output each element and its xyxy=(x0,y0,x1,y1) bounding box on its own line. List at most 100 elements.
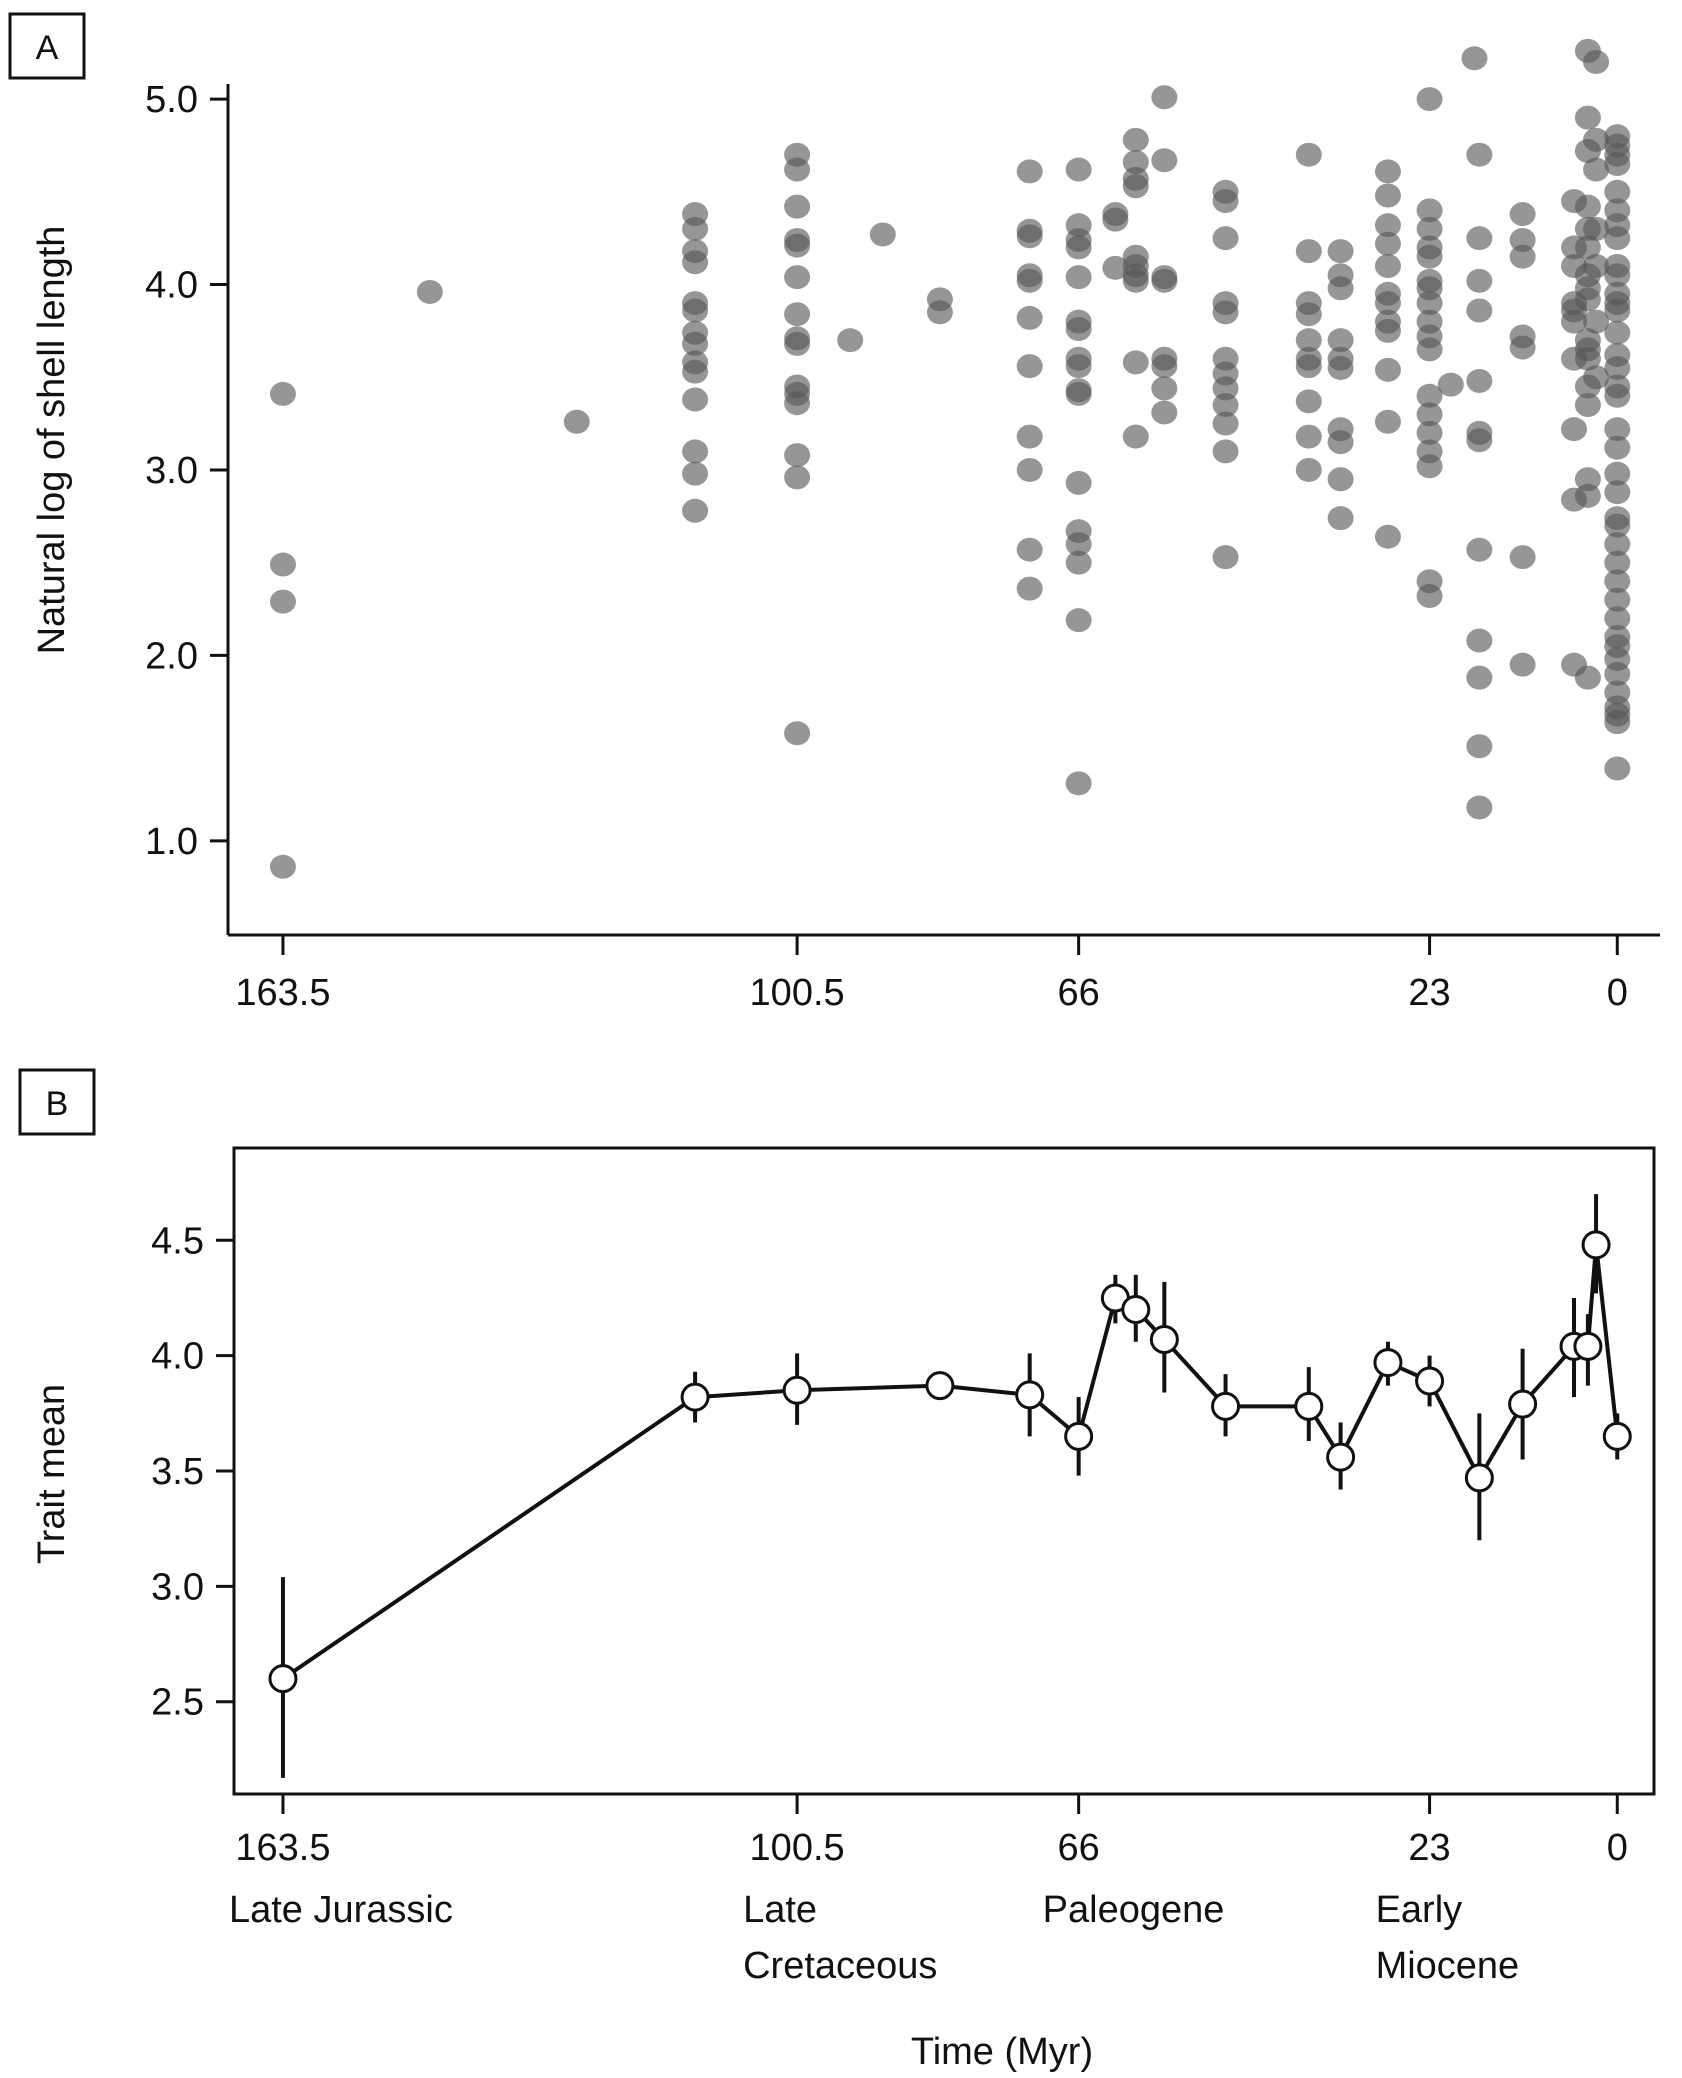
scatter-point xyxy=(1212,376,1239,401)
scatter-point xyxy=(1416,383,1443,408)
scatter-point xyxy=(1561,417,1588,442)
scatter-point xyxy=(784,443,811,468)
scatter-point xyxy=(1604,710,1631,735)
scatter-point xyxy=(784,157,811,182)
scatter-point xyxy=(1604,550,1631,575)
scatter-point xyxy=(1466,537,1493,562)
scatter-point xyxy=(1122,174,1149,199)
panel-b-line-layer xyxy=(281,1242,1620,1681)
x-tick-label: 66 xyxy=(1058,1827,1100,1869)
scatter-point xyxy=(682,216,709,241)
scatter-point xyxy=(1212,545,1239,570)
scatter-point xyxy=(682,298,709,323)
y-tick-label: 4.0 xyxy=(145,265,198,307)
scatter-point xyxy=(1065,532,1092,557)
scatter-point xyxy=(1604,480,1631,505)
panel-b-label: B xyxy=(46,1085,69,1123)
scatter-point xyxy=(1604,355,1631,380)
scatter-point xyxy=(1574,393,1601,418)
scatter-point xyxy=(1604,417,1631,442)
y-tick-label: 3.0 xyxy=(151,1566,204,1608)
scatter-point xyxy=(1016,268,1043,293)
scatter-point xyxy=(784,302,811,327)
x-tick-label: 163.5 xyxy=(235,1827,330,1869)
scatter-point xyxy=(1466,665,1493,690)
scatter-point xyxy=(1604,320,1631,345)
period-label: Early xyxy=(1376,1889,1463,1931)
period-label: Paleogene xyxy=(1043,1889,1225,1931)
panel-b-y-ticks: 2.5 3.0 3.5 4.0 4.5 xyxy=(151,1220,234,1724)
scatter-point xyxy=(1327,328,1354,353)
scatter-point xyxy=(1151,85,1178,110)
scatter-point xyxy=(784,721,811,746)
scatter-point xyxy=(1509,335,1536,360)
scatter-point xyxy=(1122,127,1149,152)
y-tick-label: 1.0 xyxy=(145,821,198,863)
scatter-point xyxy=(563,409,590,434)
x-tick-label: 100.5 xyxy=(750,972,845,1014)
period-label: Late xyxy=(743,1889,817,1931)
scatter-point xyxy=(1509,244,1536,269)
scatter-point xyxy=(1466,268,1493,293)
scatter-point xyxy=(784,331,811,356)
scatter-point xyxy=(1416,244,1443,269)
scatter-point xyxy=(1466,142,1493,167)
scatter-point xyxy=(1466,368,1493,393)
scatter-point xyxy=(1151,354,1178,379)
scatter-point xyxy=(1295,457,1322,482)
scatter-point xyxy=(1151,148,1178,173)
data-point-marker xyxy=(1508,1389,1538,1419)
scatter-point xyxy=(1374,159,1401,184)
scatter-point xyxy=(1374,409,1401,434)
scatter-point xyxy=(1016,576,1043,601)
scatter-point xyxy=(1065,157,1092,182)
scatter-point xyxy=(1295,424,1322,449)
scatter-point xyxy=(784,465,811,490)
scatter-point xyxy=(1574,346,1601,371)
scatter-point xyxy=(682,498,709,523)
scatter-point xyxy=(1212,411,1239,436)
scatter-point xyxy=(1604,461,1631,486)
scatter-point xyxy=(269,589,296,614)
data-point-marker xyxy=(1149,1324,1179,1354)
scatter-point xyxy=(1374,183,1401,208)
scatter-point xyxy=(1065,235,1092,260)
panel-a-y-axis-title: Natural log of shell length xyxy=(31,226,73,655)
series-line xyxy=(281,1242,1620,1681)
panel-b-period-labels: Late Jurassic Late Cretaceous Paleogene Earl… xyxy=(229,1889,1519,1987)
x-tick-label: 66 xyxy=(1058,972,1100,1014)
scatter-point xyxy=(1122,268,1149,293)
scatter-point xyxy=(784,194,811,219)
scatter-point xyxy=(1065,354,1092,379)
y-tick-label: 3.0 xyxy=(145,450,198,492)
scatter-point xyxy=(1574,194,1601,219)
scatter-point xyxy=(1583,216,1610,241)
scatter-point xyxy=(1151,400,1178,425)
scatter-point xyxy=(1416,337,1443,362)
scatter-point xyxy=(1374,291,1401,316)
panel-b-error-bars xyxy=(280,1194,1620,1778)
data-point-marker xyxy=(1602,1421,1632,1451)
scatter-point xyxy=(1604,151,1631,176)
scatter-point xyxy=(784,233,811,258)
panel-b-x-ticks: 163.5 100.5 66 23 0 xyxy=(235,1794,1628,1869)
scatter-point xyxy=(1574,235,1601,260)
panel-b-x-axis-title: Time (Myr) xyxy=(911,2031,1093,2073)
scatter-point xyxy=(1374,524,1401,549)
period-label: Late Jurassic xyxy=(229,1889,453,1931)
scatter-point xyxy=(1016,159,1043,184)
scatter-point xyxy=(1016,354,1043,379)
scatter-point xyxy=(1416,584,1443,609)
x-tick-label: 23 xyxy=(1408,1827,1450,1869)
data-point-marker xyxy=(1121,1295,1151,1324)
scatter-point xyxy=(1466,628,1493,653)
scatter-point xyxy=(1151,376,1178,401)
panel-a-points xyxy=(269,38,1631,879)
x-tick-label: 23 xyxy=(1408,972,1450,1014)
scatter-point xyxy=(1604,263,1631,288)
scatter-point xyxy=(1583,50,1610,74)
scatter-point xyxy=(1604,226,1631,251)
scatter-point xyxy=(1604,569,1631,594)
scatter-point xyxy=(1574,483,1601,508)
